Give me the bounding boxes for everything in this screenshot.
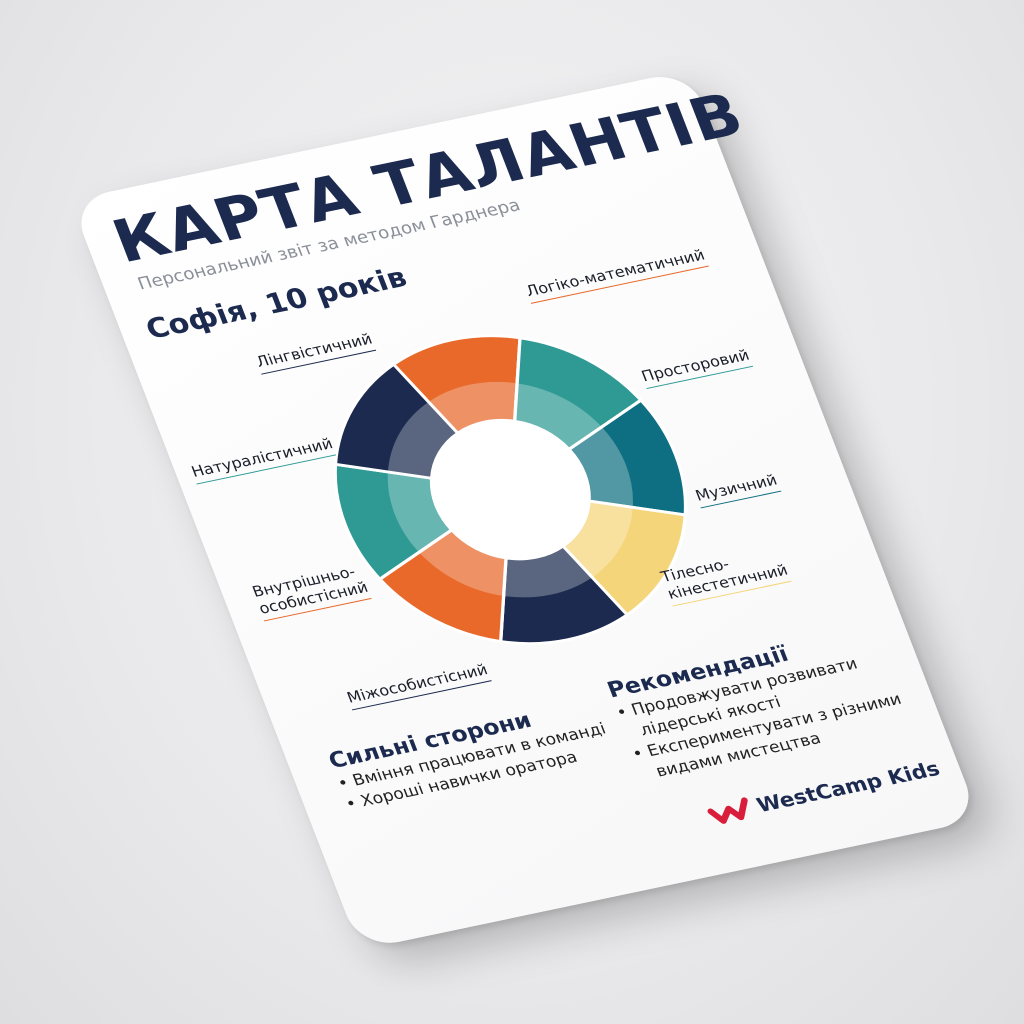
- brand-name: WestCamp Kids: [753, 756, 944, 817]
- talent-donut-chart: [333, 334, 688, 646]
- label-naturalistic: Натуралістичний: [189, 435, 337, 485]
- talent-map-card: КАРТА ТАЛАНТІВ Персональний звіт за мето…: [70, 69, 980, 951]
- label-logical: Логіко-математичний: [523, 245, 709, 304]
- label-interpersonal: Міжособистісний: [344, 660, 492, 711]
- donut-inner-highlight: [387, 381, 633, 598]
- label-text: Лінгвістичний: [253, 329, 375, 371]
- card-title: КАРТА ТАЛАНТІВ: [103, 80, 754, 277]
- strengths-section: Сильні сторони • Вміння працювати в кома…: [325, 694, 617, 815]
- label-musical: Музичний: [693, 471, 782, 509]
- brand-logo: WestCamp Kids: [706, 756, 943, 827]
- donut-center: [431, 420, 590, 559]
- label-spatial: Просторовий: [638, 345, 754, 390]
- recommendations-section: Рекомендації • Продовжувати розвивати лі…: [604, 624, 913, 786]
- label-text: Логіко-математичний: [523, 245, 708, 301]
- label-text: Міжособистісний: [344, 660, 491, 707]
- label-intrapersonal: Внутрішньо-особистісний: [250, 561, 372, 622]
- label-text: Просторовий: [638, 345, 752, 386]
- heart-w-logo-icon: [707, 797, 748, 824]
- label-text: Натуралістичний: [188, 434, 336, 481]
- label-linguistic: Лінгвістичний: [254, 330, 377, 375]
